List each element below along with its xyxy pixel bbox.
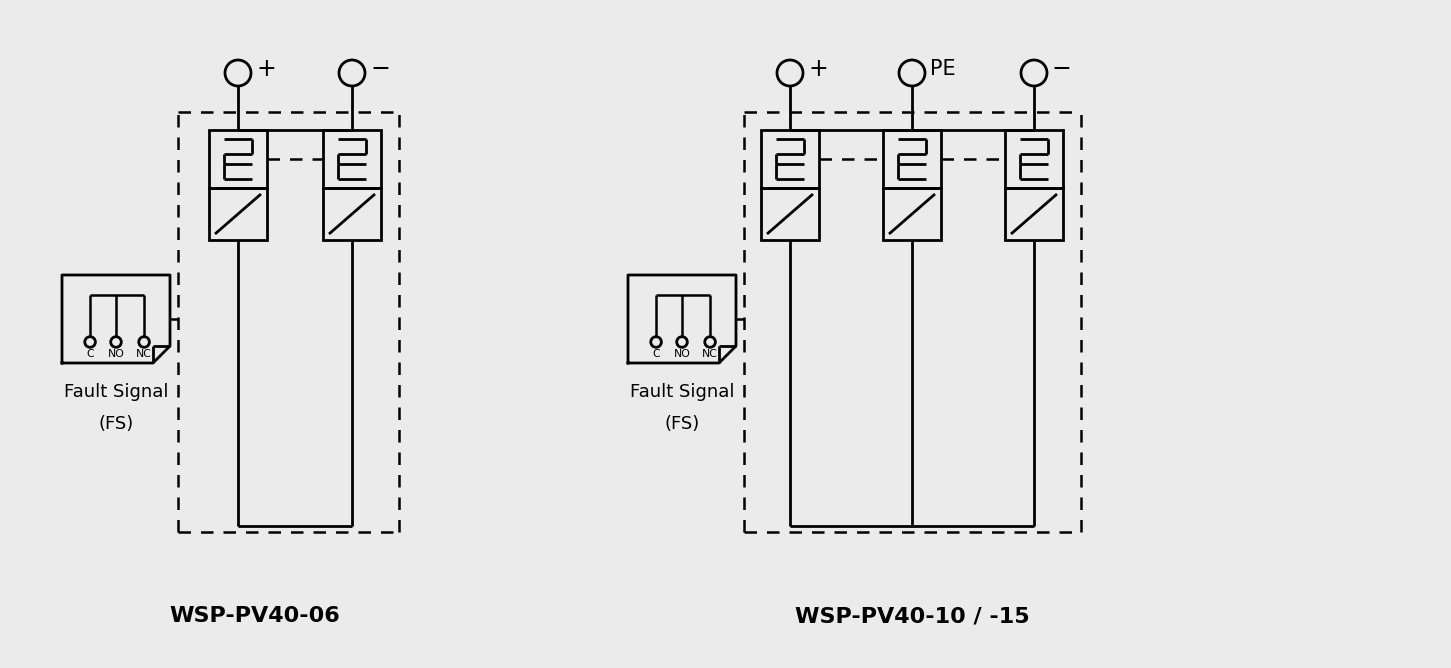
Text: C: C	[86, 349, 94, 359]
Text: (FS): (FS)	[99, 415, 133, 433]
Text: Fault Signal: Fault Signal	[64, 383, 168, 401]
Bar	[884, 130, 942, 188]
Text: NO: NO	[673, 349, 691, 359]
Text: C: C	[653, 349, 660, 359]
Text: NO: NO	[107, 349, 125, 359]
Bar	[324, 188, 382, 240]
Text: −: −	[370, 57, 390, 81]
Text: PE: PE	[930, 59, 956, 79]
Text: NC: NC	[136, 349, 152, 359]
Text: +: +	[808, 57, 827, 81]
Bar	[884, 188, 942, 240]
Text: +: +	[255, 57, 276, 81]
Text: Fault Signal: Fault Signal	[630, 383, 734, 401]
Bar	[209, 188, 267, 240]
Text: (FS): (FS)	[665, 415, 699, 433]
Bar	[1006, 130, 1064, 188]
Bar	[760, 188, 818, 240]
Text: −: −	[1052, 57, 1072, 81]
Text: NC: NC	[702, 349, 718, 359]
Text: WSP-PV40-06: WSP-PV40-06	[170, 606, 341, 626]
Bar	[760, 130, 818, 188]
Bar	[209, 130, 267, 188]
Bar	[324, 130, 382, 188]
Text: WSP-PV40-10 / -15: WSP-PV40-10 / -15	[795, 606, 1029, 626]
Bar	[1006, 188, 1064, 240]
